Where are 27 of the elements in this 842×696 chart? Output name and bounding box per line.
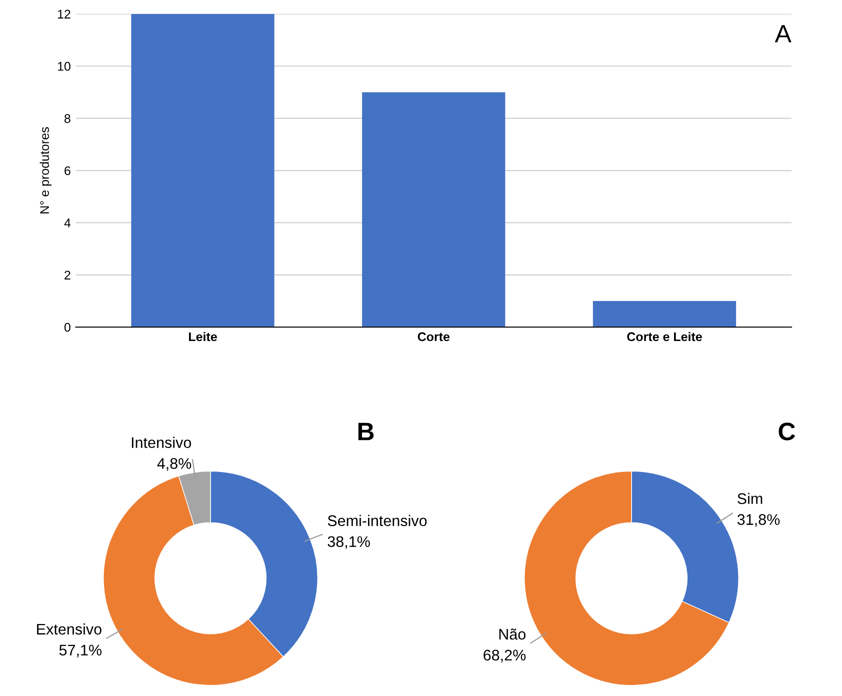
slice-label: Semi-intensivo: [328, 514, 427, 526]
y-tick-label: 10: [58, 62, 70, 71]
chart-title: B: [358, 422, 374, 440]
data-label: 57,1%: [59, 644, 102, 658]
data-label: 38,1%: [328, 536, 370, 549]
slice-label: Extensivo: [37, 623, 102, 635]
y-tick-label: 0: [64, 322, 70, 332]
y-axis-title: N° e produtores: [40, 127, 52, 214]
data-label: 4,8%: [157, 458, 192, 471]
y-tick-label: 12: [58, 10, 70, 18]
y-tick-label: 6: [64, 166, 70, 176]
bar: [592, 301, 736, 328]
x-tick-label: Corte: [418, 332, 450, 342]
y-tick-label: 8: [64, 114, 70, 123]
bar: [362, 92, 506, 328]
bar: [131, 14, 274, 328]
y-tick-label: 2: [64, 270, 70, 280]
x-tick-label: Leite: [189, 332, 217, 342]
y-tick-label: 4: [64, 218, 71, 228]
data-label: 31,8%: [737, 514, 780, 527]
chart-title: A: [774, 25, 792, 42]
chart-title: C: [778, 422, 796, 440]
slice-label: Intensivo: [132, 436, 192, 448]
x-tick-label: Corte e Leite: [627, 332, 702, 342]
slice-label: Não: [499, 628, 526, 640]
slice-label: Sim: [738, 492, 762, 504]
data-label: 68,2%: [484, 650, 526, 662]
